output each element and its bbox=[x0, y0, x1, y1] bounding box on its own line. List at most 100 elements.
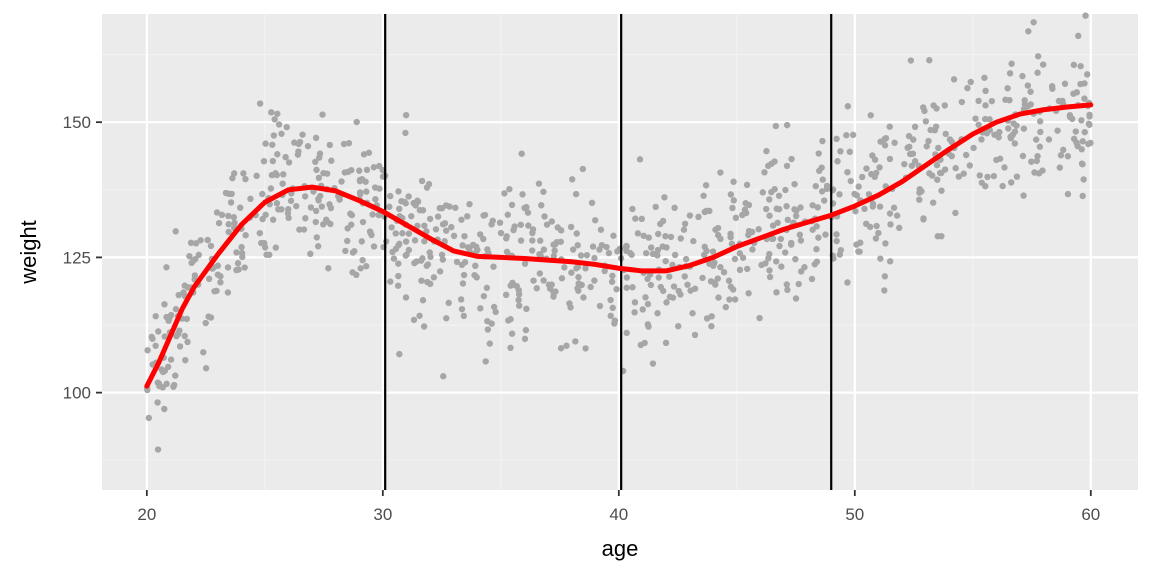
scatter-point bbox=[396, 350, 403, 358]
scatter-point bbox=[240, 170, 247, 177]
scatter-point bbox=[776, 242, 783, 250]
scatter-point bbox=[1083, 71, 1091, 78]
scatter-point bbox=[419, 297, 427, 304]
scatter-point bbox=[439, 256, 447, 263]
scatter-point bbox=[569, 176, 576, 183]
scatter-point bbox=[488, 320, 495, 327]
scatter-point bbox=[480, 292, 488, 300]
scatter-point bbox=[421, 238, 428, 245]
scatter-point bbox=[515, 291, 523, 298]
scatter-point bbox=[282, 153, 289, 161]
scatter-point bbox=[345, 140, 353, 147]
scatter-point bbox=[662, 233, 669, 240]
scatter-point bbox=[741, 206, 749, 213]
scatter-point bbox=[438, 251, 446, 258]
scatter-point bbox=[540, 277, 547, 284]
scatter-point bbox=[852, 208, 859, 215]
scatter-point bbox=[833, 237, 840, 245]
scatter-point bbox=[403, 251, 410, 258]
scatter-point bbox=[353, 118, 360, 126]
scatter-point bbox=[1034, 69, 1041, 76]
scatter-point bbox=[1011, 140, 1019, 147]
scatter-point bbox=[513, 282, 520, 290]
scatter-point bbox=[647, 244, 655, 251]
scatter-point bbox=[390, 255, 398, 262]
scatter-point bbox=[647, 281, 655, 289]
scatter-point bbox=[873, 222, 880, 230]
scatter-point bbox=[818, 164, 825, 171]
scatter-point bbox=[792, 255, 799, 263]
scatter-point bbox=[631, 299, 639, 306]
scatter-point bbox=[677, 235, 684, 242]
scatter-point bbox=[484, 246, 491, 253]
scatter-point bbox=[287, 197, 295, 205]
scatter-point bbox=[420, 323, 428, 330]
scatter-point bbox=[923, 143, 930, 150]
scatter-point bbox=[988, 97, 996, 105]
scatter-point bbox=[327, 220, 334, 228]
scatter-point bbox=[984, 173, 991, 181]
scatter-point bbox=[644, 321, 652, 328]
scatter-point bbox=[851, 190, 858, 198]
scatter-point bbox=[784, 216, 791, 224]
scatter-point bbox=[729, 204, 736, 212]
scatter-point bbox=[528, 247, 536, 254]
scatter-point bbox=[699, 274, 706, 282]
scatter-point bbox=[882, 240, 889, 247]
scatter-point bbox=[886, 155, 894, 163]
scatter-point bbox=[918, 188, 925, 195]
scatter-point bbox=[405, 193, 412, 200]
scatter-point bbox=[1036, 143, 1044, 150]
scatter-point bbox=[758, 261, 765, 269]
scatter-point bbox=[548, 218, 555, 225]
scatter-point bbox=[392, 230, 399, 237]
scatter-point bbox=[395, 260, 402, 267]
scatter-point bbox=[551, 247, 558, 254]
scatter-point bbox=[315, 174, 323, 182]
scatter-point bbox=[501, 190, 508, 197]
scatter-point bbox=[613, 286, 620, 293]
scatter-point bbox=[1064, 153, 1072, 160]
scatter-point bbox=[958, 98, 966, 106]
scatter-point bbox=[1027, 88, 1034, 95]
scatter-point bbox=[272, 244, 280, 251]
scatter-point bbox=[1019, 152, 1027, 160]
scatter-point bbox=[933, 161, 941, 169]
scatter-point bbox=[611, 317, 619, 324]
scatter-point bbox=[458, 216, 465, 223]
scatter-point bbox=[846, 148, 853, 156]
scatter-point bbox=[588, 199, 596, 207]
scatter-point bbox=[928, 172, 936, 179]
scatter-point bbox=[154, 446, 162, 453]
scatter-point bbox=[844, 168, 851, 176]
scatter-point bbox=[224, 264, 232, 271]
scatter-point bbox=[217, 273, 224, 280]
scatter-point bbox=[639, 306, 646, 313]
scatter-point bbox=[1033, 157, 1040, 165]
scatter-point bbox=[783, 121, 791, 129]
scatter-point bbox=[643, 249, 650, 257]
scatter-point bbox=[1081, 80, 1088, 87]
scatter-point bbox=[432, 226, 440, 233]
scatter-point bbox=[654, 246, 662, 254]
scatter-point bbox=[769, 235, 777, 242]
scatter-point bbox=[869, 203, 877, 210]
scatter-point bbox=[589, 243, 597, 250]
scatter-point bbox=[766, 196, 773, 203]
scatter-point bbox=[458, 305, 466, 313]
scatter-point bbox=[708, 323, 715, 330]
scatter-point bbox=[242, 232, 249, 239]
scatter-point bbox=[477, 231, 484, 238]
scatter-point bbox=[418, 277, 425, 284]
scatter-point bbox=[301, 193, 309, 200]
scatter-point bbox=[745, 231, 752, 239]
scatter-point bbox=[360, 151, 368, 158]
scatter-point bbox=[996, 128, 1003, 136]
scatter-point bbox=[183, 315, 190, 323]
scatter-point bbox=[921, 107, 928, 115]
scatter-point bbox=[820, 197, 828, 204]
scatter-point bbox=[525, 222, 532, 229]
scatter-point bbox=[773, 289, 780, 296]
scatter-point bbox=[623, 274, 631, 281]
scatter-point bbox=[730, 197, 737, 204]
